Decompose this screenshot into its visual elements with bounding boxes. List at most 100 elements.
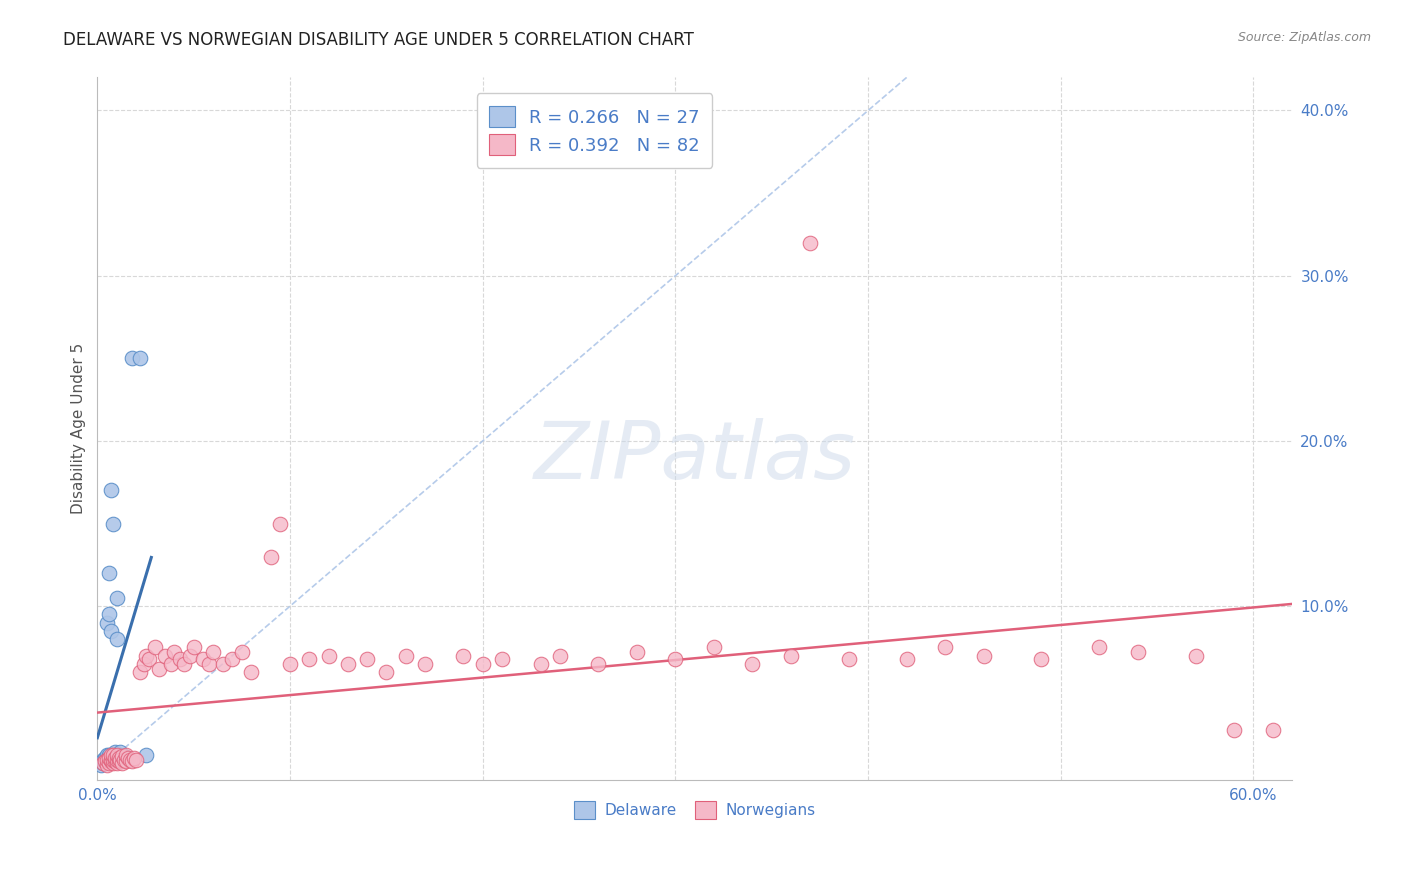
- Point: [211, 657, 233, 671]
- Point: [107, 755, 129, 769]
- Point: [117, 751, 139, 765]
- Point: [96, 751, 118, 765]
- Point: [1088, 640, 1111, 655]
- Point: [973, 648, 995, 663]
- Point: [96, 753, 118, 767]
- Point: [231, 645, 253, 659]
- Point: [221, 652, 243, 666]
- Point: [100, 753, 122, 767]
- Point: [318, 648, 340, 663]
- Point: [121, 755, 143, 769]
- Text: ZIPatlas: ZIPatlas: [534, 417, 856, 496]
- Point: [1031, 652, 1053, 666]
- Point: [375, 665, 398, 680]
- Point: [101, 516, 124, 531]
- Point: [138, 652, 160, 666]
- Point: [117, 751, 139, 765]
- Point: [201, 645, 224, 659]
- Point: [115, 755, 138, 769]
- Point: [100, 624, 122, 638]
- Point: [115, 753, 138, 767]
- Point: [1223, 723, 1246, 737]
- Point: [193, 652, 215, 666]
- Point: [107, 747, 129, 762]
- Point: [115, 747, 138, 762]
- Point: [96, 757, 118, 772]
- Text: Source: ZipAtlas.com: Source: ZipAtlas.com: [1237, 31, 1371, 45]
- Point: [179, 648, 201, 663]
- Point: [838, 652, 860, 666]
- Point: [112, 753, 135, 767]
- Point: [107, 751, 129, 765]
- Point: [120, 753, 142, 767]
- Point: [269, 516, 291, 531]
- Point: [110, 753, 132, 767]
- Point: [104, 745, 127, 759]
- Point: [97, 756, 120, 770]
- Point: [94, 755, 117, 769]
- Point: [100, 483, 122, 498]
- Point: [135, 648, 157, 663]
- Point: [173, 657, 195, 671]
- Point: [664, 652, 686, 666]
- Point: [111, 749, 134, 764]
- Point: [104, 751, 127, 765]
- Point: [94, 751, 117, 765]
- Point: [100, 755, 122, 769]
- Point: [105, 632, 128, 647]
- Point: [588, 657, 610, 671]
- Point: [799, 235, 821, 250]
- Point: [128, 351, 150, 366]
- Point: [356, 652, 378, 666]
- Point: [104, 755, 127, 769]
- Point: [125, 753, 148, 767]
- Point: [143, 640, 166, 655]
- Point: [153, 648, 176, 663]
- Point: [1261, 723, 1284, 737]
- Point: [626, 645, 648, 659]
- Point: [97, 607, 120, 622]
- Point: [163, 645, 186, 659]
- Point: [110, 745, 132, 759]
- Point: [100, 747, 122, 762]
- Point: [97, 751, 120, 765]
- Point: [298, 652, 321, 666]
- Point: [90, 757, 112, 772]
- Point: [105, 753, 128, 767]
- Point: [128, 665, 150, 680]
- Point: [278, 657, 301, 671]
- Point: [169, 652, 191, 666]
- Point: [91, 753, 114, 767]
- Point: [780, 648, 803, 663]
- Point: [105, 756, 128, 770]
- Point: [101, 756, 124, 770]
- Point: [101, 747, 124, 762]
- Point: [111, 751, 134, 765]
- Point: [97, 747, 120, 762]
- Point: [548, 648, 571, 663]
- Point: [121, 351, 143, 366]
- Point: [240, 665, 263, 680]
- Point: [395, 648, 418, 663]
- Point: [336, 657, 359, 671]
- Point: [896, 652, 918, 666]
- Point: [112, 749, 135, 764]
- Point: [96, 615, 118, 630]
- Point: [135, 747, 157, 762]
- Point: [413, 657, 436, 671]
- Point: [198, 657, 221, 671]
- Point: [91, 756, 114, 770]
- Point: [260, 549, 283, 564]
- Point: [453, 648, 475, 663]
- Point: [91, 756, 114, 770]
- Text: DELAWARE VS NORWEGIAN DISABILITY AGE UNDER 5 CORRELATION CHART: DELAWARE VS NORWEGIAN DISABILITY AGE UND…: [63, 31, 695, 49]
- Point: [183, 640, 205, 655]
- Point: [529, 657, 551, 671]
- Point: [934, 640, 956, 655]
- Point: [111, 756, 134, 770]
- Point: [96, 747, 118, 762]
- Point: [1184, 648, 1206, 663]
- Point: [159, 657, 181, 671]
- Y-axis label: Disability Age Under 5: Disability Age Under 5: [72, 343, 86, 514]
- Point: [97, 566, 120, 580]
